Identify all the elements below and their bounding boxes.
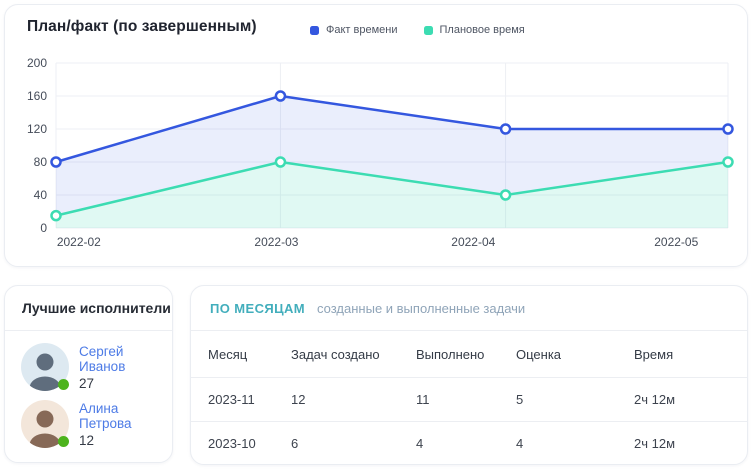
fact-series-swatch-icon — [310, 25, 319, 35]
col-header-time: Время — [634, 346, 674, 362]
performer-name-link[interactable]: Алина Петрова — [79, 400, 132, 431]
plan-fact-area-chart[interactable]: 0 40 80 120 160 200 2022-02 2022-03 2022-04 2022-… — [5, 49, 749, 263]
by-months-card: ПО МЕСЯЦАМ созданные и выполненные задач… — [190, 285, 748, 465]
performer-task-count: 12 — [79, 432, 95, 448]
x-axis-tick-label: 2022-02 — [57, 235, 101, 249]
performers-list: Сергей Иванов 27 Алина Петрова 12 — [5, 331, 172, 448]
performer-avatar[interactable] — [21, 400, 69, 448]
tab-by-months[interactable]: ПО МЕСЯЦАМ — [210, 300, 306, 316]
cell-estimate: 4 — [516, 436, 524, 451]
legend-label-fact: Факт времени — [326, 24, 398, 36]
y-axis-tick-label: 200 — [27, 56, 47, 70]
col-header-done: Выполнено — [416, 346, 485, 362]
top-performers-card: Лучшие исполнители Сергей Иванов 27 — [4, 285, 173, 463]
table-header-row: Месяц Задач создано Выполнено Оценка Вре… — [191, 331, 747, 378]
x-axis-tick-label: 2022-04 — [451, 235, 495, 249]
performer-info: Алина Петрова 12 — [79, 401, 160, 448]
data-point-plan-2022-02[interactable] — [50, 209, 62, 222]
months-card-header: ПО МЕСЯЦАМ созданные и выполненные задач… — [191, 286, 747, 331]
y-axis-tick-label: 40 — [34, 188, 48, 202]
plan-line — [54, 160, 730, 217]
cell-time: 2ч 12м — [634, 392, 676, 407]
y-axis-tick-label: 120 — [27, 122, 47, 136]
cell-month: 2023-11 — [208, 392, 255, 407]
x-axis-tick-label: 2022-05 — [654, 235, 698, 249]
chart-legend: Факт времени Плановое время — [310, 24, 525, 36]
performers-title: Лучшие исполнители — [5, 286, 172, 331]
performer-row: Сергей Иванов 27 — [21, 343, 160, 391]
data-point-fact-2022-02[interactable] — [50, 156, 62, 168]
cell-month: 2023-10 — [208, 436, 256, 451]
data-point-fact-2022-04[interactable] — [499, 123, 512, 135]
y-axis-tick-label: 80 — [34, 155, 48, 169]
fact-line — [54, 94, 730, 164]
col-header-created: Задач создано — [291, 346, 380, 362]
cell-done: 4 — [416, 436, 424, 451]
performer-info: Сергей Иванов 27 — [79, 344, 160, 391]
x-axis-tick-label: 2022-03 — [254, 235, 298, 249]
cell-done: 11 — [416, 392, 430, 407]
cell-created: 12 — [291, 392, 306, 407]
data-point-fact-2022-05[interactable] — [722, 123, 734, 135]
legend-item-fact[interactable]: Факт времени — [310, 24, 398, 36]
plan-area-fill — [56, 162, 728, 228]
data-point-plan-2022-04[interactable] — [499, 189, 512, 201]
data-point-plan-2022-05[interactable] — [722, 156, 734, 168]
y-axis-tick-label: 0 — [40, 221, 47, 235]
col-header-estimate: Оценка — [516, 346, 562, 362]
performer-avatar[interactable] — [21, 343, 69, 391]
plan-fact-card: План/факт (по завершенным) Факт времени … — [4, 4, 748, 267]
table-row: 2023-11 12 11 5 2ч 12м — [191, 378, 747, 422]
online-status-icon — [58, 436, 69, 447]
performer-name-link[interactable]: Сергей Иванов — [79, 343, 126, 374]
data-point-plan-2022-03[interactable] — [274, 156, 287, 168]
female-avatar-icon — [21, 400, 69, 448]
data-point-fact-2022-03[interactable] — [274, 90, 287, 102]
chart-title: План/факт (по завершенным) — [27, 18, 257, 35]
months-card-subtitle: созданные и выполненные задачи — [317, 300, 526, 316]
performer-row: Алина Петрова 12 — [21, 400, 160, 448]
legend-label-plan: Плановое время — [439, 24, 525, 36]
cell-estimate: 5 — [516, 392, 524, 407]
performer-task-count: 27 — [79, 375, 95, 391]
col-header-month: Месяц — [208, 346, 248, 362]
online-status-icon — [58, 379, 69, 390]
cell-created: 6 — [291, 436, 299, 451]
table-row: 2023-10 6 4 4 2ч 12м — [191, 422, 747, 464]
plan-series-swatch-icon — [423, 25, 433, 35]
y-axis-tick-label: 160 — [27, 89, 47, 103]
cell-time: 2ч 12м — [634, 436, 676, 451]
legend-item-plan[interactable]: Плановое время — [423, 24, 525, 36]
